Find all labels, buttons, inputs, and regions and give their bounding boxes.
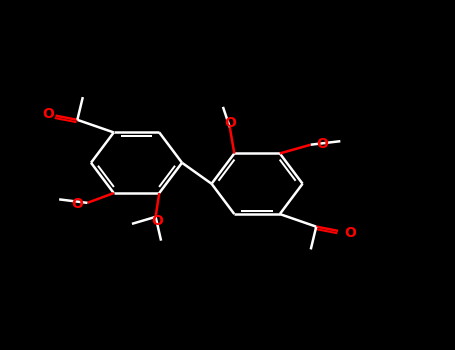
Text: O: O	[344, 226, 356, 240]
Text: O: O	[71, 197, 83, 211]
Text: O: O	[151, 214, 163, 228]
Text: O: O	[224, 116, 236, 130]
Text: O: O	[42, 107, 54, 121]
Text: O: O	[316, 136, 328, 150]
